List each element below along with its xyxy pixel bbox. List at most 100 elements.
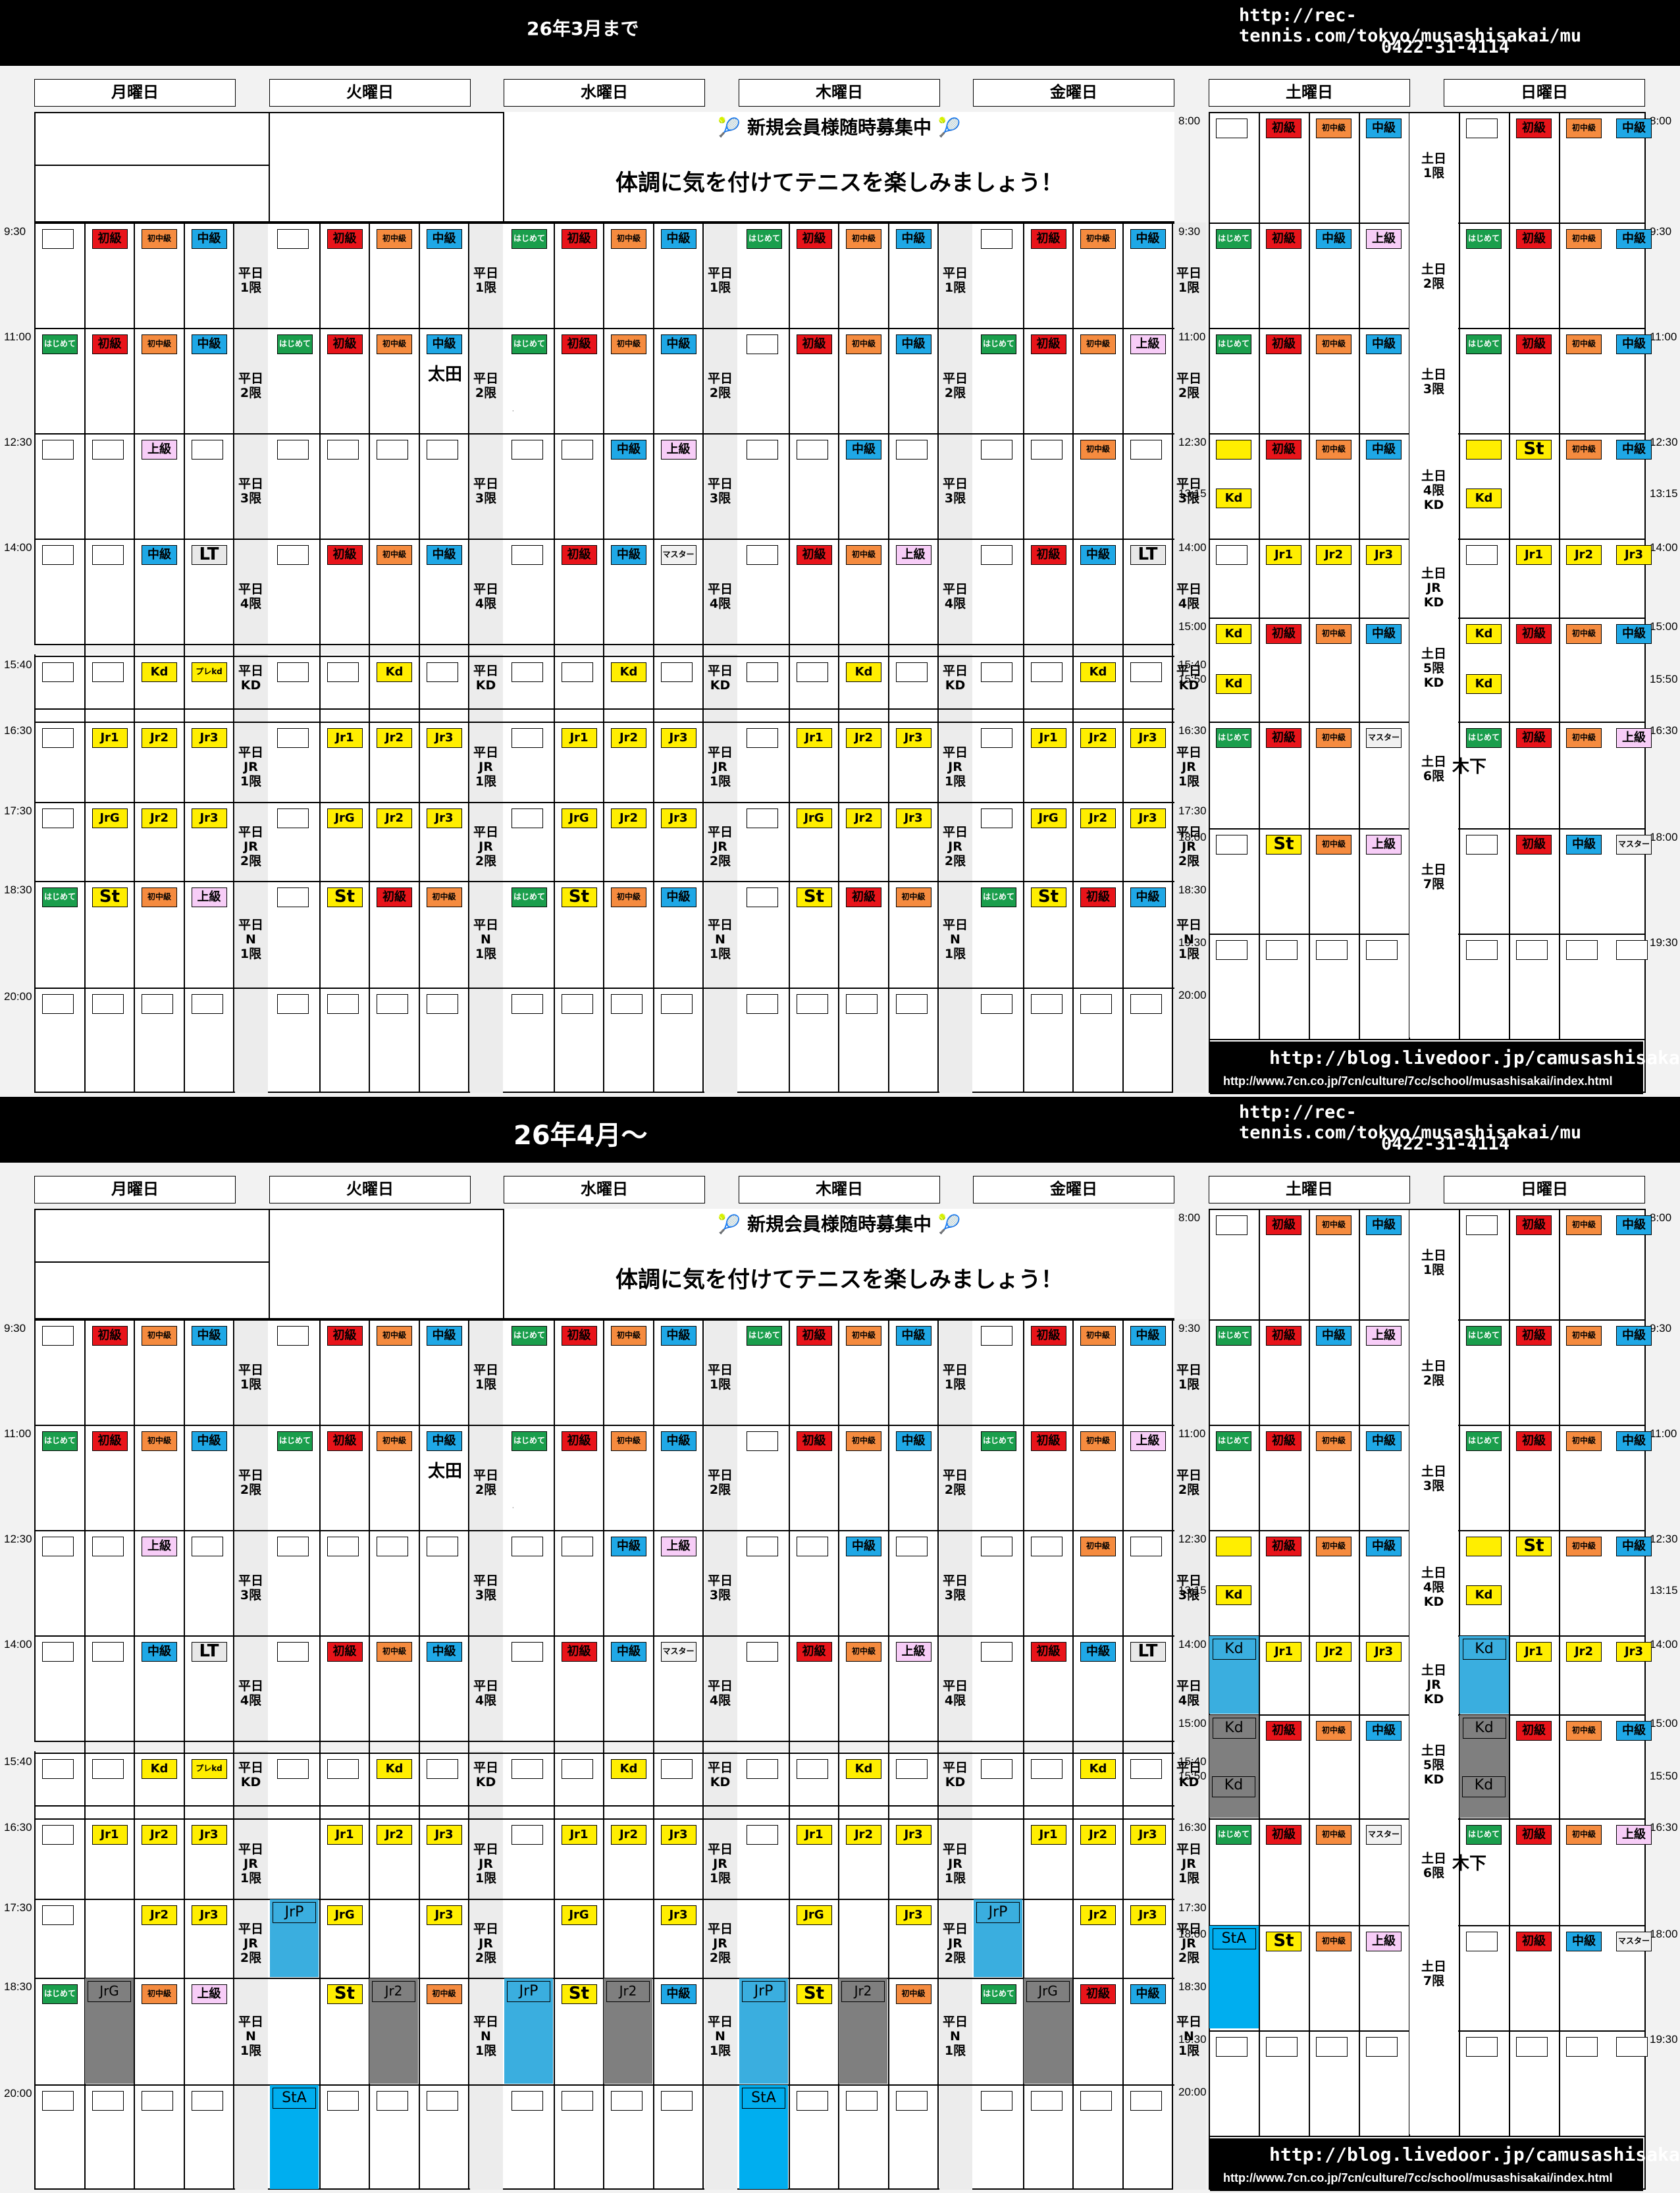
class-chip-beg_int[interactable]: 初中級 [1080, 440, 1116, 460]
class-chip-kd[interactable]: Kd [1080, 662, 1116, 682]
class-highlight-kd[interactable]: Kd [1209, 1715, 1259, 1818]
class-chip-jr3[interactable]: Jr3 [660, 1905, 696, 1925]
class-chip-intermediate[interactable]: 中級 [1616, 440, 1652, 460]
class-chip-empty[interactable] [92, 545, 124, 565]
class-chip-beginner[interactable]: 初級 [561, 545, 597, 565]
class-chip-intermediate[interactable]: 中級 [426, 229, 462, 249]
class-chip-beg_int[interactable]: 初中級 [142, 229, 177, 249]
class-chip-jr2[interactable]: Jr2 [1080, 728, 1116, 748]
class-chip-beg_int[interactable]: 初中級 [611, 887, 646, 907]
class-chip-first_time[interactable]: はじめて [1466, 1326, 1502, 1346]
class-chip-beginner[interactable]: 初級 [1516, 334, 1552, 354]
class-chip-beg_int[interactable]: 初中級 [1080, 1326, 1116, 1346]
class-chip-intermediate[interactable]: 中級 [1130, 887, 1166, 907]
class-chip-jr3[interactable]: Jr3 [191, 1825, 227, 1845]
class-chip-empty[interactable] [42, 1537, 74, 1556]
class-chip-empty[interactable] [512, 1825, 543, 1845]
class-chip-master[interactable]: マスター [1616, 835, 1652, 855]
class-chip-empty[interactable] [895, 662, 928, 682]
class-chip-intermediate[interactable]: 中級 [1616, 1537, 1652, 1556]
class-chip-beg_int[interactable]: 初中級 [1316, 440, 1352, 460]
class-chip-intermediate[interactable]: 中級 [611, 545, 646, 565]
class-chip-jr2[interactable]: Jr2 [377, 1825, 412, 1845]
class-chip-empty[interactable] [1130, 440, 1162, 460]
class-chip-empty[interactable] [42, 994, 74, 1014]
class-chip-st[interactable]: St [327, 887, 363, 907]
class-chip-advanced[interactable]: 上級 [1130, 1431, 1166, 1451]
class-chip-intermediate[interactable]: 中級 [1566, 1932, 1602, 1951]
class-chip-empty[interactable] [561, 994, 593, 1014]
class-chip-intermediate[interactable]: 中級 [895, 229, 932, 249]
class-chip-empty[interactable] [426, 662, 458, 682]
class-chip-pre_kd[interactable]: プレkd [191, 662, 227, 682]
class-chip-empty[interactable] [42, 1642, 74, 1662]
class-chip-empty[interactable] [796, 1759, 828, 1779]
class-chip-jr1[interactable]: Jr1 [561, 728, 597, 748]
class-chip-empty[interactable] [895, 2091, 928, 2111]
class-highlight-kd[interactable]: Kd [1459, 1715, 1509, 1818]
class-chip-jr3[interactable]: Jr3 [660, 808, 696, 828]
class-chip-beg_int[interactable]: 初中級 [1316, 119, 1352, 138]
class-chip-kd[interactable]: Kd [1462, 1718, 1506, 1739]
class-chip-beginner[interactable]: 初級 [1080, 887, 1116, 907]
class-chip-jr2[interactable]: Jr2 [142, 1825, 177, 1845]
class-chip-beginner[interactable]: 初級 [1266, 119, 1301, 138]
class-chip-intermediate[interactable]: 中級 [1080, 545, 1116, 565]
class-chip-beginner[interactable]: 初級 [327, 334, 363, 354]
class-chip-intermediate[interactable]: 中級 [1316, 229, 1352, 249]
class-chip-empty[interactable] [747, 545, 778, 565]
class-chip-beginner[interactable]: 初級 [1266, 1326, 1301, 1346]
class-chip-beginner[interactable]: 初級 [327, 1642, 363, 1662]
class-chip-kd[interactable]: Kd [611, 662, 646, 682]
class-chip-empty[interactable] [1080, 994, 1112, 1014]
class-chip-jr2[interactable]: Jr2 [1080, 808, 1116, 828]
class-chip-jr1[interactable]: Jr1 [796, 728, 832, 748]
class-chip-empty[interactable] [895, 440, 928, 460]
class-chip-jr3[interactable]: Jr3 [1616, 1642, 1652, 1662]
class-chip-st[interactable]: St [327, 1984, 363, 2004]
class-chip-first_time[interactable]: はじめて [1216, 728, 1251, 748]
class-chip-empty[interactable] [981, 229, 1012, 249]
class-chip-empty[interactable] [981, 728, 1012, 748]
class-chip-empty[interactable] [796, 440, 828, 460]
class-chip-first_time[interactable]: はじめて [277, 334, 313, 354]
class-chip-beg_int[interactable]: 初中級 [846, 1326, 881, 1346]
class-chip-jr3[interactable]: Jr3 [1366, 1642, 1402, 1662]
class-chip-beg_int[interactable]: 初中級 [377, 545, 412, 565]
class-chip-empty[interactable] [561, 440, 593, 460]
class-chip-intermediate[interactable]: 中級 [846, 1537, 881, 1556]
class-chip-jr2[interactable]: Jr2 [611, 1825, 646, 1845]
class-chip-intermediate[interactable]: 中級 [142, 545, 177, 565]
class-chip-intermediate[interactable]: 中級 [191, 1326, 227, 1346]
class-chip-beginner[interactable]: 初級 [1030, 334, 1066, 354]
class-highlight-kd[interactable]: Kd [1459, 1636, 1509, 1714]
site-url[interactable]: http://rec-tennis.com/tokyo/musashisakai… [1239, 1102, 1582, 1143]
class-chip-intermediate[interactable]: 中級 [611, 1642, 646, 1662]
class-chip-intermediate[interactable]: 中級 [1130, 1984, 1166, 2004]
class-chip-kd[interactable]: Kd [1080, 1759, 1116, 1779]
class-chip-empty[interactable] [92, 1759, 124, 1779]
class-chip-beginner[interactable]: 初級 [1266, 728, 1301, 748]
class-chip-advanced[interactable]: 上級 [191, 887, 227, 907]
class-chip-beginner[interactable]: 初級 [1266, 624, 1301, 644]
class-chip-empty[interactable] [561, 2091, 593, 2111]
class-chip-first_time[interactable]: はじめて [981, 1984, 1016, 2004]
class-chip-first_time[interactable]: はじめて [42, 887, 78, 907]
class-chip-beginner[interactable]: 初級 [1516, 1825, 1552, 1845]
class-highlight-jrp[interactable]: JrP [504, 1978, 553, 2084]
class-chip-first_time[interactable]: はじめて [42, 1431, 78, 1451]
class-chip-kd[interactable]: Kd [1212, 1776, 1255, 1797]
class-chip-jr3[interactable]: Jr3 [660, 1825, 696, 1845]
class-highlight-kd[interactable]: Kd [1209, 1636, 1259, 1714]
class-chip-jrg[interactable]: JrG [561, 808, 597, 828]
class-chip-empty[interactable] [277, 808, 309, 828]
class-chip-empty[interactable] [42, 2091, 74, 2111]
class-chip-empty[interactable] [92, 2091, 124, 2111]
class-chip-jr3[interactable]: Jr3 [895, 1825, 932, 1845]
class-chip-sta[interactable]: StA [742, 2088, 785, 2109]
class-chip-empty[interactable] [981, 662, 1012, 682]
class-chip-intermediate[interactable]: 中級 [1316, 1326, 1352, 1346]
class-chip-beginner[interactable]: 初級 [92, 1326, 128, 1346]
class-chip-jr2[interactable]: Jr2 [846, 1825, 881, 1845]
class-chip-empty[interactable] [42, 229, 74, 249]
